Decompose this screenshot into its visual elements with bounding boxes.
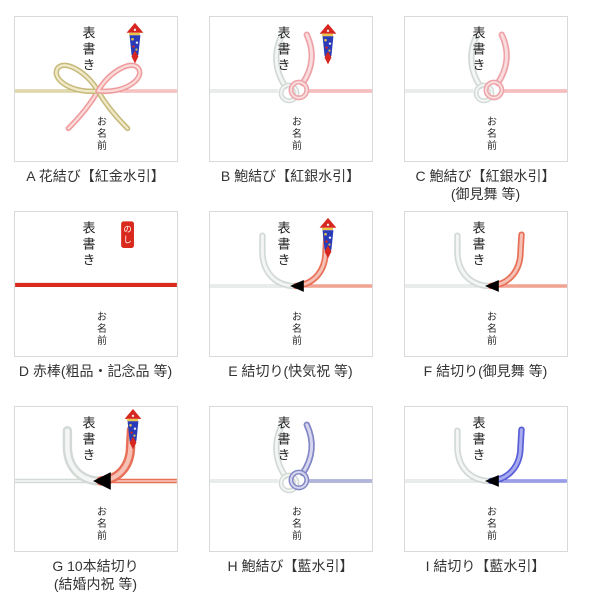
option-label-b: B 鮑結び【紅銀水引】 bbox=[221, 167, 360, 185]
noshi-card-g: 表書き お名前 bbox=[13, 406, 178, 552]
option-cell-f[interactable]: 表書き お名前 F 結切り(御見舞 等) bbox=[388, 211, 583, 406]
front-writing-text: 表書き bbox=[274, 221, 290, 269]
name-placeholder-text: お名前 bbox=[94, 506, 106, 542]
option-label-line1: C 鮑結び【紅銀水引】 bbox=[415, 168, 556, 184]
option-label-c: C 鮑結び【紅銀水引】 (御見舞 等) bbox=[416, 167, 556, 203]
cord-notch bbox=[484, 475, 499, 487]
noshi-card-a: 表書き お名前 bbox=[13, 16, 178, 162]
noshi-options-grid: 表書き お名前 A 花結び【紅金水引】 表 bbox=[0, 16, 583, 601]
name-placeholder-text: お名前 bbox=[289, 116, 301, 152]
noshi-stamp-icon bbox=[120, 221, 134, 248]
front-writing-text: 表書き bbox=[469, 416, 485, 464]
front-writing-text: 表書き bbox=[274, 26, 290, 74]
noshi-card-e: 表書き お名前 bbox=[208, 211, 373, 357]
option-label-i: I 結切り【藍水引】 bbox=[426, 557, 546, 575]
option-cell-a[interactable]: 表書き お名前 A 花結び【紅金水引】 bbox=[0, 16, 193, 211]
cord-notch bbox=[92, 472, 111, 490]
option-cell-h[interactable]: 表書き お名前 H 鮑結び【藍水引】 bbox=[193, 406, 388, 601]
option-cell-d[interactable]: 表書き お名前 D 赤棒(粗品・記念品 等) bbox=[0, 211, 193, 406]
option-label-f: F 結切り(御見舞 等) bbox=[424, 362, 548, 380]
option-cell-b[interactable]: 表書き お名前 B 鮑結び【紅銀水引】 bbox=[193, 16, 388, 211]
front-writing-text: 表書き bbox=[79, 416, 95, 464]
option-label-line1: I 結切り【藍水引】 bbox=[425, 558, 546, 574]
option-label-line1: E 結切り(快気祝 等) bbox=[228, 363, 353, 379]
option-label-line2: (御見舞 等) bbox=[450, 186, 521, 203]
noshi-card-d: 表書き お名前 bbox=[13, 211, 178, 357]
front-writing-text: 表書き bbox=[469, 221, 485, 269]
noshi-card-i: 表書き お名前 bbox=[403, 406, 568, 552]
option-label-e: E 結切り(快気祝 等) bbox=[228, 362, 352, 380]
front-writing-text: 表書き bbox=[79, 221, 95, 269]
noshi-card-c: 表書き お名前 bbox=[403, 16, 568, 162]
noshi-ornament-icon bbox=[126, 22, 143, 64]
option-label-line2: (結婚内祝 等) bbox=[53, 576, 138, 593]
name-placeholder-text: お名前 bbox=[484, 116, 496, 152]
cord-right-curve bbox=[490, 235, 521, 286]
option-cell-i[interactable]: 表書き お名前 I 結切り【藍水引】 bbox=[388, 406, 583, 601]
option-cell-e[interactable]: 表書き お名前 E 結切り(快気祝 等) bbox=[193, 211, 388, 406]
option-label-d: D 赤棒(粗品・記念品 等) bbox=[19, 362, 172, 380]
cord-notch bbox=[289, 280, 304, 292]
cord-notch bbox=[484, 280, 499, 292]
front-writing-text: 表書き bbox=[274, 416, 290, 464]
option-label-h: H 鮑結び【藍水引】 bbox=[228, 557, 354, 575]
cord-right-curve bbox=[295, 235, 326, 286]
name-placeholder-text: お名前 bbox=[289, 506, 301, 542]
name-placeholder-text: お名前 bbox=[94, 311, 106, 347]
name-placeholder-text: お名前 bbox=[484, 506, 496, 542]
option-label-line1: G 10本結切り bbox=[52, 558, 139, 574]
option-label-a: A 花結び【紅金水引】 bbox=[26, 167, 164, 185]
option-label-line1: H 鮑結び【藍水引】 bbox=[227, 558, 354, 574]
option-label-line1: F 結切り(御見舞 等) bbox=[423, 363, 548, 379]
option-label-line1: B 鮑結び【紅銀水引】 bbox=[220, 168, 361, 184]
option-label-line1: D 赤棒(粗品・記念品 等) bbox=[18, 363, 173, 379]
option-label-g: G 10本結切り (結婚内祝 等) bbox=[52, 557, 138, 593]
option-cell-g[interactable]: 表書き お名前 G 10本結切り (結婚内祝 等) bbox=[0, 406, 193, 601]
front-writing-text: 表書き bbox=[469, 26, 485, 74]
noshi-ornament-icon bbox=[319, 217, 336, 259]
option-label-line1: A 花結び【紅金水引】 bbox=[26, 168, 165, 184]
noshi-ornament-icon bbox=[319, 23, 336, 65]
option-cell-c[interactable]: 表書き お名前 C 鮑結び【紅銀水引】 (御見舞 等) bbox=[388, 16, 583, 211]
cord-right-curve bbox=[490, 430, 521, 481]
front-writing-text: 表書き bbox=[79, 26, 95, 74]
name-placeholder-text: お名前 bbox=[289, 311, 301, 347]
name-placeholder-text: お名前 bbox=[484, 311, 496, 347]
noshi-card-f: 表書き お名前 bbox=[403, 211, 568, 357]
name-placeholder-text: お名前 bbox=[94, 116, 106, 152]
noshi-card-b: 表書き お名前 bbox=[208, 16, 373, 162]
noshi-card-h: 表書き お名前 bbox=[208, 406, 373, 552]
